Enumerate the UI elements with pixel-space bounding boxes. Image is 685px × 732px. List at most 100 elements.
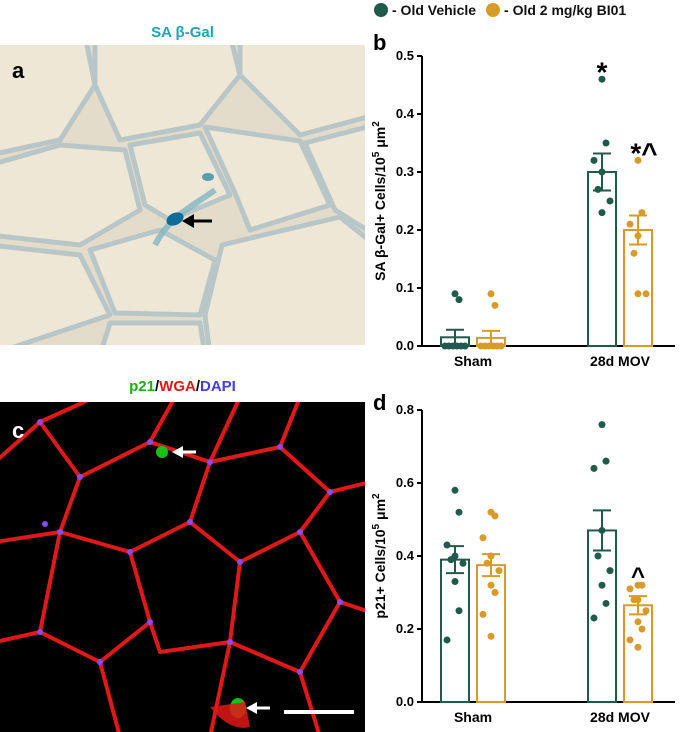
data-point bbox=[626, 636, 634, 644]
y-axis-label-sup2: 2 bbox=[371, 121, 382, 127]
data-point bbox=[487, 581, 495, 589]
panel-c-title-p21: p21 bbox=[129, 378, 155, 395]
y-tick-label: 0.3 bbox=[396, 164, 414, 179]
data-point bbox=[491, 589, 499, 596]
data-point bbox=[606, 197, 614, 205]
data-point bbox=[451, 486, 459, 494]
y-axis-label-unit: μm bbox=[372, 499, 388, 524]
panel-c-micrograph bbox=[0, 402, 365, 732]
x-category-label: 28d MOV bbox=[590, 353, 651, 369]
y-tick-label: 0.5 bbox=[396, 48, 414, 63]
significance-marker: * bbox=[597, 56, 608, 87]
data-point bbox=[638, 581, 646, 589]
data-point bbox=[634, 290, 642, 298]
legend-entry-vehicle: - Old Vehicle bbox=[374, 2, 476, 18]
data-point bbox=[638, 209, 646, 217]
data-point bbox=[479, 534, 487, 542]
legend: - Old Vehicle - Old 2 mg/kg BI01 bbox=[374, 0, 636, 20]
data-point bbox=[479, 610, 487, 618]
data-point bbox=[451, 578, 459, 586]
legend-swatch-vehicle bbox=[374, 3, 388, 17]
data-point bbox=[606, 567, 614, 575]
panel-c-title-slash2: / bbox=[195, 378, 201, 395]
data-point bbox=[642, 607, 650, 615]
data-point bbox=[630, 596, 638, 604]
data-point bbox=[497, 342, 505, 350]
y-tick-label: 0.1 bbox=[396, 280, 414, 295]
y-axis-label: SA β-Gal+ Cells/105 μm2 bbox=[371, 121, 388, 281]
y-axis-label-main: p21+ Cells/10 bbox=[372, 529, 388, 618]
chart-b: b 0.0 0.1 0.2 0.3 0.4 0.5 SA β-Gal+ Cells/105 μ… bbox=[371, 30, 675, 369]
y-axis-label-sup: 5 bbox=[371, 523, 382, 529]
panel-c-title-dapi: DAPI bbox=[200, 378, 236, 395]
data-point bbox=[634, 156, 642, 164]
panel-a-title: SA β-Gal bbox=[151, 24, 214, 41]
x-category-label: 28d MOV bbox=[590, 709, 651, 725]
data-point bbox=[491, 512, 499, 520]
data-point bbox=[598, 75, 606, 83]
data-point bbox=[638, 625, 646, 633]
data-point bbox=[487, 552, 495, 560]
panel-c-title: p21/WGA/DAPI bbox=[0, 378, 365, 395]
data-point bbox=[461, 342, 469, 350]
y-tick-label: 0.8 bbox=[396, 402, 414, 417]
y-tick-label: 0.2 bbox=[396, 621, 414, 636]
data-point bbox=[630, 249, 638, 257]
data-point bbox=[491, 301, 499, 309]
data-point bbox=[602, 457, 610, 465]
data-point bbox=[626, 220, 634, 228]
data-point bbox=[602, 139, 610, 147]
y-axis-label-sup: 5 bbox=[371, 151, 382, 157]
data-point bbox=[634, 618, 642, 626]
data-point bbox=[447, 556, 455, 564]
data-point bbox=[594, 185, 602, 193]
data-point bbox=[590, 614, 598, 622]
y-tick-label: 0.4 bbox=[396, 106, 415, 121]
x-category-label: Sham bbox=[454, 709, 492, 725]
y-axis-label-unit: μm bbox=[372, 127, 388, 152]
significance-marker: *^ bbox=[630, 138, 657, 169]
data-point bbox=[443, 636, 451, 644]
legend-label-vehicle: - Old Vehicle bbox=[392, 2, 477, 18]
y-tick-label: 0.0 bbox=[396, 694, 414, 709]
significance-marker: ^ bbox=[631, 563, 645, 590]
data-point bbox=[634, 643, 642, 651]
data-point bbox=[487, 290, 495, 298]
data-point bbox=[598, 526, 606, 534]
x-category-label: Sham bbox=[454, 353, 492, 369]
chart-d: d 0.0 0.2 0.4 0.6 0.8 p21+ Cells/105 μm2 Sham 28… bbox=[371, 390, 675, 725]
panel-c-title-wga: WGA bbox=[159, 378, 196, 395]
panel-a-letter: a bbox=[12, 58, 25, 83]
legend-entry-bi01: - Old 2 mg/kg BI01 bbox=[486, 2, 626, 18]
data-point bbox=[455, 296, 463, 304]
panel-d-letter: d bbox=[373, 390, 386, 415]
data-point bbox=[602, 599, 610, 607]
panel-a-micrograph bbox=[0, 45, 365, 345]
y-tick-label: 0.4 bbox=[396, 548, 415, 563]
data-point bbox=[594, 552, 602, 560]
data-point bbox=[590, 156, 598, 164]
y-tick-label: 0.0 bbox=[396, 338, 414, 353]
data-point bbox=[598, 168, 606, 176]
data-point bbox=[459, 559, 467, 567]
panel-c-letter: c bbox=[12, 418, 25, 443]
data-point bbox=[598, 209, 606, 217]
data-point bbox=[451, 290, 459, 298]
bar-bi01 bbox=[623, 229, 653, 347]
panel-b-letter: b bbox=[373, 30, 386, 55]
data-point bbox=[483, 559, 491, 567]
data-point bbox=[455, 607, 463, 615]
y-tick-label: 0.6 bbox=[396, 475, 414, 490]
y-tick-label: 0.2 bbox=[396, 222, 414, 237]
y-axis-label-main: SA β-Gal+ Cells/10 bbox=[372, 157, 388, 281]
data-point bbox=[626, 585, 634, 593]
legend-swatch-bi01 bbox=[486, 3, 501, 17]
y-axis-label-sup2: 2 bbox=[371, 493, 382, 499]
data-point bbox=[487, 632, 495, 640]
legend-label-bi01: - Old 2 mg/kg BI01 bbox=[504, 2, 627, 18]
data-point bbox=[443, 541, 451, 549]
y-axis-label: p21+ Cells/105 μm2 bbox=[371, 493, 388, 619]
data-point bbox=[598, 421, 606, 429]
data-point bbox=[455, 508, 463, 516]
data-point bbox=[598, 581, 606, 589]
